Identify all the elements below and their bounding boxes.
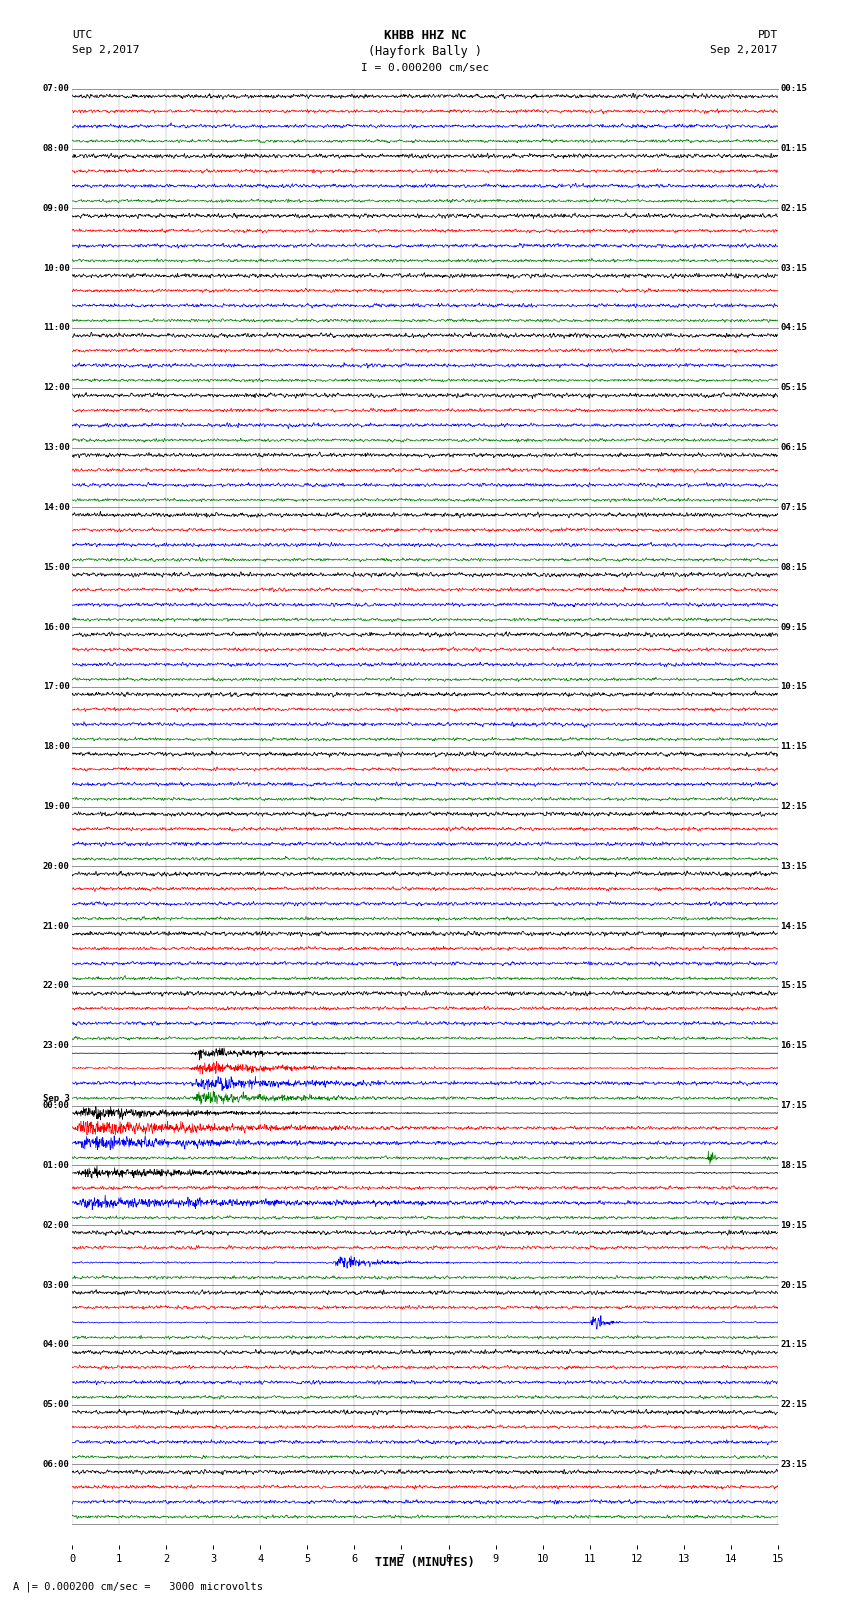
Text: 13:00: 13:00	[42, 444, 70, 452]
Text: Sep 2,2017: Sep 2,2017	[72, 45, 139, 55]
Text: 18:15: 18:15	[780, 1161, 808, 1169]
Text: 02:00: 02:00	[42, 1221, 70, 1229]
Text: 11:00: 11:00	[42, 324, 70, 332]
Text: Sep 3: Sep 3	[42, 1094, 70, 1103]
Text: 04:00: 04:00	[42, 1340, 70, 1350]
Text: (Hayfork Bally ): (Hayfork Bally )	[368, 45, 482, 58]
Text: 20:00: 20:00	[42, 861, 70, 871]
Text: Sep 2,2017: Sep 2,2017	[711, 45, 778, 55]
Text: 18:00: 18:00	[42, 742, 70, 752]
Text: I = 0.000200 cm/sec: I = 0.000200 cm/sec	[361, 63, 489, 73]
Text: 22:15: 22:15	[780, 1400, 808, 1410]
Text: 19:15: 19:15	[780, 1221, 808, 1229]
Text: UTC: UTC	[72, 31, 93, 40]
Text: 12:00: 12:00	[42, 384, 70, 392]
Text: 21:15: 21:15	[780, 1340, 808, 1350]
Text: 16:00: 16:00	[42, 623, 70, 632]
Text: 01:15: 01:15	[780, 144, 808, 153]
Text: 15:15: 15:15	[780, 981, 808, 990]
Text: KHBB HHZ NC: KHBB HHZ NC	[383, 29, 467, 42]
Text: 05:15: 05:15	[780, 384, 808, 392]
Text: 12:15: 12:15	[780, 802, 808, 811]
Text: 22:00: 22:00	[42, 981, 70, 990]
Text: 00:00: 00:00	[42, 1102, 70, 1110]
Text: 06:15: 06:15	[780, 444, 808, 452]
Text: 07:15: 07:15	[780, 503, 808, 511]
Text: 14:15: 14:15	[780, 921, 808, 931]
Text: 08:00: 08:00	[42, 144, 70, 153]
Text: 23:00: 23:00	[42, 1042, 70, 1050]
Text: 07:00: 07:00	[42, 84, 70, 94]
Text: 05:00: 05:00	[42, 1400, 70, 1410]
Text: PDT: PDT	[757, 31, 778, 40]
Text: TIME (MINUTES): TIME (MINUTES)	[375, 1557, 475, 1569]
Text: 17:15: 17:15	[780, 1102, 808, 1110]
Text: 04:15: 04:15	[780, 324, 808, 332]
Text: 20:15: 20:15	[780, 1281, 808, 1289]
Text: 03:00: 03:00	[42, 1281, 70, 1289]
Text: 23:15: 23:15	[780, 1460, 808, 1469]
Text: 02:15: 02:15	[780, 203, 808, 213]
Text: 10:00: 10:00	[42, 263, 70, 273]
Text: 15:00: 15:00	[42, 563, 70, 571]
Text: A |= 0.000200 cm/sec =   3000 microvolts: A |= 0.000200 cm/sec = 3000 microvolts	[13, 1582, 263, 1592]
Text: 10:15: 10:15	[780, 682, 808, 692]
Text: 16:15: 16:15	[780, 1042, 808, 1050]
Text: 01:00: 01:00	[42, 1161, 70, 1169]
Text: 00:15: 00:15	[780, 84, 808, 94]
Text: 13:15: 13:15	[780, 861, 808, 871]
Text: 21:00: 21:00	[42, 921, 70, 931]
Text: 06:00: 06:00	[42, 1460, 70, 1469]
Text: 08:15: 08:15	[780, 563, 808, 571]
Text: 11:15: 11:15	[780, 742, 808, 752]
Text: 14:00: 14:00	[42, 503, 70, 511]
Text: 19:00: 19:00	[42, 802, 70, 811]
Text: 17:00: 17:00	[42, 682, 70, 692]
Text: 03:15: 03:15	[780, 263, 808, 273]
Text: 09:15: 09:15	[780, 623, 808, 632]
Text: 09:00: 09:00	[42, 203, 70, 213]
